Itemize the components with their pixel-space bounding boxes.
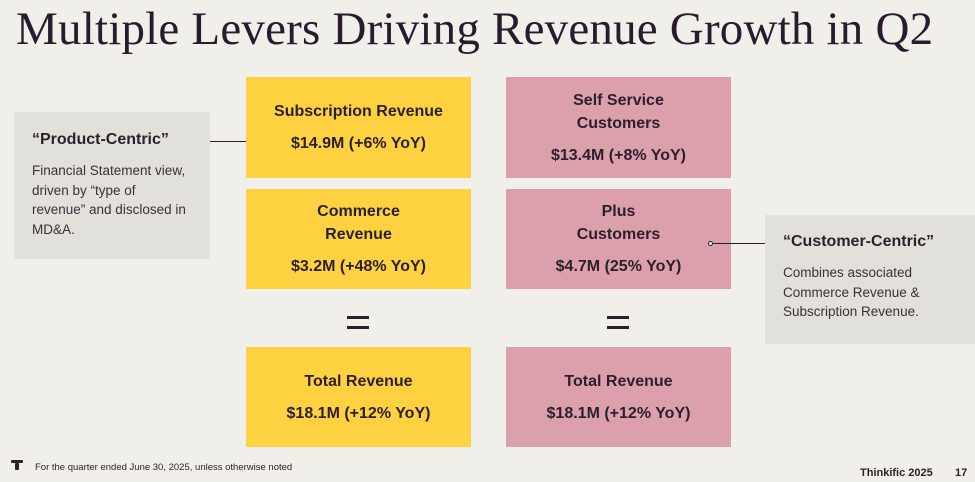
right-total-revenue-label: Total Revenue xyxy=(564,372,673,390)
self-service-value: $13.4M (+8% YoY) xyxy=(550,146,687,164)
subscription-revenue-value: $14.9M (+6% YoY) xyxy=(290,135,427,152)
commerce-revenue-value: $3.2M (+48% YoY) xyxy=(290,258,427,275)
plus-customers-card: Plus Customers $4.7M (25% YoY) xyxy=(506,189,731,289)
product-connector-line xyxy=(210,141,260,142)
right-total-revenue-card: Total Revenue $18.1M (+12% YoY) xyxy=(506,347,731,447)
self-service-customers-card: Self Service Customers $13.4M (+8% YoY) xyxy=(506,77,731,178)
page-number: 17 xyxy=(955,467,968,479)
left-total-revenue-label: Total Revenue xyxy=(304,372,413,390)
brand-label: Thinkific 2025 xyxy=(860,467,933,479)
plus-customers-value: $4.7M (25% YoY) xyxy=(555,258,682,275)
footnote: For the quarter ended June 30, 2025, unl… xyxy=(35,462,293,473)
commerce-revenue-card: Commerce Revenue $3.2M (+48% YoY) xyxy=(246,189,471,289)
customer-centric-description: Combines associated Commerce Revenue & S… xyxy=(783,265,920,319)
customer-centric-heading: “Customer-Centric” xyxy=(783,233,935,250)
product-centric-description: Financial Statement view, driven by “typ… xyxy=(32,163,186,237)
subscription-revenue-label: Subscription Revenue xyxy=(274,103,443,120)
page-title: Multiple Levers Driving Revenue Growth i… xyxy=(16,3,934,55)
right-total-revenue-value: $18.1M (+12% YoY) xyxy=(546,404,691,422)
commerce-revenue-label-line1: Commerce xyxy=(317,203,400,220)
left-total-revenue-value: $18.1M (+12% YoY) xyxy=(286,404,431,422)
self-service-label-line1: Self Service xyxy=(573,91,664,109)
customer-centric-box: “Customer-Centric” Combines associated C… xyxy=(765,215,975,344)
left-equals-sign xyxy=(347,316,369,329)
commerce-revenue-label-line2: Revenue xyxy=(325,226,392,243)
subscription-revenue-card: Subscription Revenue $14.9M (+6% YoY) xyxy=(246,77,471,178)
thinkific-logo-icon xyxy=(11,460,23,470)
plus-customers-label-line1: Plus xyxy=(601,203,636,220)
plus-customers-label-line2: Customers xyxy=(576,226,661,243)
right-equals-sign xyxy=(607,316,629,329)
customer-connector-line xyxy=(713,243,765,244)
left-total-revenue-card: Total Revenue $18.1M (+12% YoY) xyxy=(246,347,471,447)
product-centric-heading: “Product-Centric” xyxy=(32,131,169,148)
product-centric-box: “Product-Centric” Financial Statement vi… xyxy=(14,112,210,259)
self-service-label-line2: Customers xyxy=(576,114,661,132)
customer-connector-dot xyxy=(708,241,713,246)
